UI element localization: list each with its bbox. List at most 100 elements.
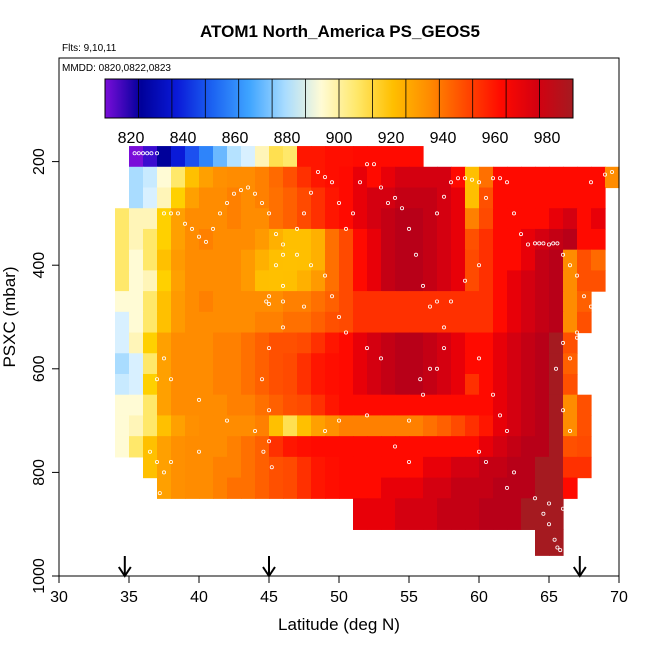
track-point	[238, 188, 243, 193]
heatmap-cell	[143, 332, 158, 354]
heatmap-cell	[507, 477, 522, 499]
heatmap-cell	[409, 415, 424, 437]
heatmap-cell	[563, 436, 578, 458]
heatmap-cell	[521, 291, 536, 313]
heatmap-cell	[493, 456, 508, 479]
heatmap-cell	[227, 270, 242, 292]
heatmap-cell	[157, 228, 172, 251]
heatmap-cell	[437, 208, 452, 230]
heatmap-cell	[353, 249, 368, 271]
heatmap-cell	[549, 332, 564, 354]
heatmap-cell	[325, 477, 340, 499]
heatmap-cell	[423, 332, 438, 354]
heatmap-cell	[157, 166, 172, 189]
heatmap-cell	[325, 436, 340, 458]
heatmap-cell	[269, 249, 284, 271]
heatmap-cell	[311, 187, 326, 209]
heatmap-cell	[283, 373, 298, 396]
heatmap-cell	[171, 373, 186, 396]
y-axis-label: PSXC (mbar)	[0, 266, 19, 367]
heatmap-cell	[255, 249, 270, 271]
track-point	[378, 356, 383, 361]
heatmap-cell	[311, 208, 326, 230]
heatmap-cell	[507, 270, 522, 292]
heatmap-cell	[591, 270, 606, 292]
heatmap-cell	[339, 146, 354, 168]
heatmap-cell	[157, 477, 172, 499]
heatmap-cell	[297, 311, 312, 334]
heatmap-cell	[227, 249, 242, 271]
heatmap-cell	[353, 353, 368, 375]
heatmap-cell	[409, 394, 424, 417]
heatmap-cell	[185, 436, 200, 458]
heatmap-cell	[577, 456, 592, 479]
heatmap-cell	[563, 394, 578, 417]
heatmap-cell	[213, 166, 228, 189]
heatmap-cell	[353, 477, 368, 499]
heatmap-cell	[269, 332, 284, 354]
heatmap-cell	[395, 166, 410, 189]
heatmap-cell	[255, 436, 270, 458]
heatmap-cell	[451, 270, 466, 292]
heatmap-cell	[395, 249, 410, 271]
heatmap-cell	[269, 187, 284, 209]
heatmap-cell	[283, 415, 298, 437]
heatmap-cell	[269, 436, 284, 458]
heatmap-cell	[297, 332, 312, 354]
heatmap-cell	[185, 249, 200, 271]
heatmap-cell	[423, 166, 438, 189]
heatmap-cell	[423, 249, 438, 271]
heatmap-cell	[241, 373, 256, 396]
heatmap-cell	[521, 311, 536, 334]
track-point	[136, 151, 141, 156]
heatmap-cell	[283, 291, 298, 313]
heatmap-cell	[507, 436, 522, 458]
colorbar-tick-label: 860	[222, 130, 249, 147]
heatmap-cell	[339, 436, 354, 458]
x-tick-label: 40	[190, 589, 208, 606]
heatmap-cell	[227, 311, 242, 334]
heatmap-cell	[479, 498, 494, 530]
heatmap-cell	[493, 166, 508, 189]
heatmap-cell	[409, 353, 424, 375]
x-tick-label: 65	[540, 589, 558, 606]
colorbar-tick-label: 820	[118, 130, 145, 147]
heatmap-cell	[479, 477, 494, 499]
heatmap-cell	[213, 456, 228, 479]
track-point	[519, 232, 524, 237]
heatmap-cell	[115, 415, 130, 437]
heatmap-cell	[353, 291, 368, 313]
heatmap-cell	[479, 436, 494, 458]
heatmap-cell	[171, 228, 186, 251]
heatmap-cell	[521, 332, 536, 354]
x-axis: 30 35 40 45 50 55 60 65 70	[50, 575, 628, 606]
heatmap-cell	[241, 166, 256, 189]
heatmap-cell	[451, 208, 466, 230]
heatmap-cell	[591, 249, 606, 271]
heatmap-cell	[255, 373, 270, 396]
heatmap-cell	[241, 353, 256, 375]
track-point	[378, 185, 383, 190]
heatmap-cell	[451, 332, 466, 354]
heatmap-cell	[395, 498, 410, 530]
heatmap-cell	[339, 166, 354, 189]
heatmap-cell	[451, 373, 466, 396]
heatmap-cell	[129, 311, 144, 334]
heatmap-cell	[493, 498, 508, 530]
heatmap-cell	[409, 187, 424, 209]
track-point	[385, 200, 390, 205]
y-tick-label: 200	[31, 148, 48, 175]
track-point	[273, 263, 278, 268]
heatmap-cell	[395, 187, 410, 209]
heatmap-cell	[339, 311, 354, 334]
heatmap-cell	[479, 415, 494, 437]
track-point	[512, 470, 517, 475]
heatmap-cell	[353, 373, 368, 396]
track-point	[561, 340, 566, 345]
heatmap-cell	[381, 373, 396, 396]
track-point	[497, 413, 502, 418]
heatmap-cell	[199, 415, 214, 437]
heatmap-cell	[577, 249, 592, 271]
heatmap-cell	[199, 291, 214, 313]
